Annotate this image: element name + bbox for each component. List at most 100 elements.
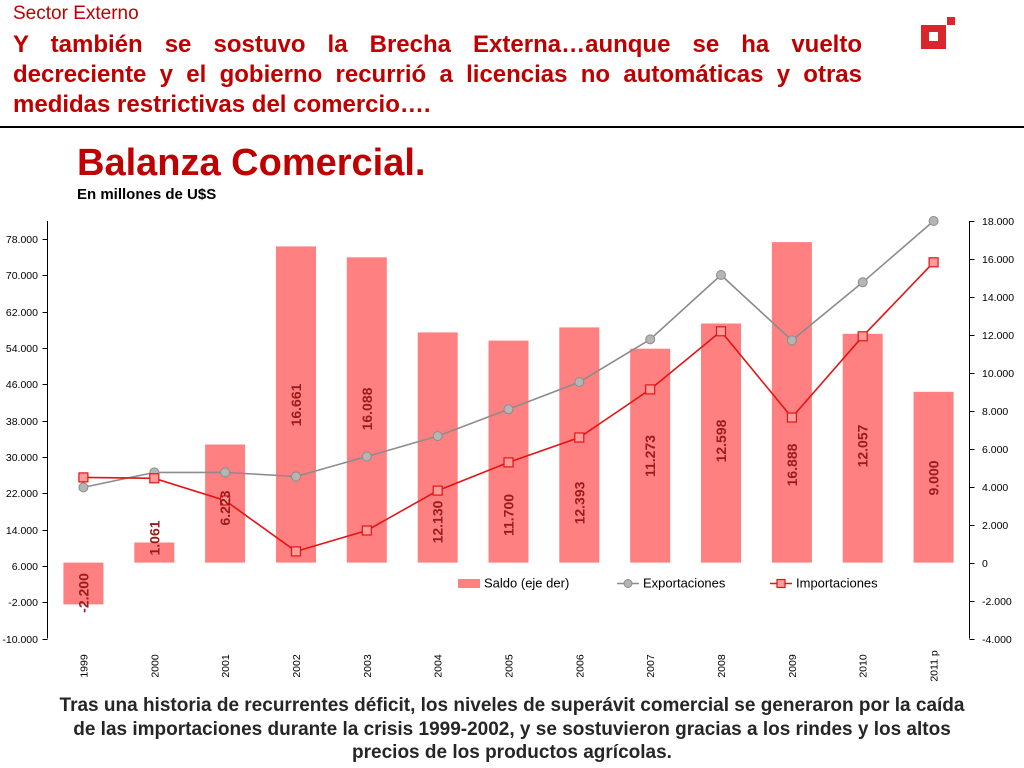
- bar-2007: [630, 348, 671, 563]
- series-line-exportaciones: [83, 220, 935, 489]
- import-point-2006: [574, 432, 585, 443]
- bar-1999: [63, 562, 104, 605]
- left-axis-tick-label: 30.000: [6, 452, 38, 464]
- headline: Y también se sostuvo la Brecha Externa…a…: [13, 30, 862, 120]
- export-point-2002: [291, 471, 301, 482]
- bar-value-label: 16.088: [359, 387, 375, 430]
- left-axis-tick-label: -2.000: [8, 597, 38, 609]
- import-point-2001: [220, 495, 231, 506]
- right-axis-tick-label: 10.000: [982, 368, 1014, 380]
- import-point-1999: [78, 472, 89, 483]
- logo-icon: [921, 17, 955, 49]
- bar-2009: [771, 242, 812, 563]
- import-point-2008: [715, 326, 727, 337]
- export-point-1999: [78, 482, 89, 493]
- import-point-2009: [786, 412, 798, 423]
- category-label: 2006: [574, 654, 586, 678]
- export-point-2004: [432, 431, 443, 442]
- left-axis-tick-label: 54.000: [6, 343, 38, 355]
- category-label: 2003: [362, 654, 374, 678]
- legend-swatch-saldo: [458, 579, 480, 588]
- left-axis-tick-label: 6.000: [12, 561, 38, 573]
- import-point-2010: [857, 331, 868, 342]
- footer-line: precios de los productos agrícolas.: [352, 742, 672, 763]
- left-axis-tick-label: 22.000: [6, 488, 38, 500]
- bar-value-label: 12.393: [571, 481, 587, 524]
- series-line-importaciones: [83, 261, 935, 553]
- section-label: Sector Externo: [13, 3, 139, 24]
- right-axis-tick-label: 18.000: [982, 216, 1014, 228]
- right-axis-tick-label: 12.000: [982, 330, 1014, 342]
- bar-value-label: 12.598: [713, 419, 729, 462]
- legend-label: Exportaciones: [643, 576, 726, 591]
- export-point-2009: [786, 335, 797, 346]
- left-axis-tick-label: 78.000: [6, 234, 38, 246]
- bar-value-label: 9.000: [926, 460, 942, 495]
- category-label: 2004: [433, 654, 445, 678]
- left-axis-tick-label: 14.000: [6, 525, 38, 537]
- bar-2008: [701, 323, 741, 563]
- bar-value-label: 12.130: [430, 500, 446, 543]
- legend-marker-square: [776, 578, 786, 589]
- category-label: 1999: [78, 654, 90, 678]
- footer-text: Tras una historia de recurrentes déficit…: [0, 694, 1024, 765]
- legend-label: Saldo (eje der): [484, 576, 569, 591]
- import-point-2004: [432, 485, 443, 496]
- category-label: 2011 p: [929, 650, 941, 681]
- bar-value-label: 16.661: [288, 383, 304, 426]
- export-point-2001: [220, 467, 231, 478]
- headline-line: decreciente y el gobierno recurrió a lic…: [13, 61, 862, 88]
- bar-value-label: 6.223: [217, 490, 233, 525]
- logo-square-hole: [929, 32, 938, 41]
- import-point-2007: [645, 384, 656, 395]
- bar-2004: [417, 332, 458, 563]
- footer-line: Tras una historia de recurrentes déficit…: [59, 695, 965, 716]
- export-point-2010: [857, 277, 868, 288]
- headline-line: Y también se sostuvo la Brecha Externa…a…: [13, 31, 862, 58]
- bar-2005: [488, 340, 529, 563]
- right-axis-tick-label: 0: [982, 558, 988, 570]
- bar-value-label: 12.057: [855, 424, 871, 467]
- category-label: 2010: [858, 654, 870, 678]
- logo-small-square: [947, 17, 955, 25]
- right-axis-tick-label: 16.000: [982, 254, 1014, 266]
- category-label: 2000: [149, 654, 161, 678]
- footer-line: de las importaciones durante la crisis 1…: [73, 718, 951, 740]
- bar-2011-p: [913, 391, 954, 563]
- category-label: 2001: [220, 654, 232, 678]
- import-point-2002: [290, 546, 302, 557]
- legend-marker-circle: [623, 579, 633, 588]
- right-axis-tick-label: 8.000: [982, 406, 1008, 418]
- export-point-2005: [503, 404, 514, 415]
- bar-2001: [205, 444, 246, 563]
- right-axis-tick-label: 6.000: [982, 444, 1008, 456]
- left-axis-tick-label: 62.000: [6, 307, 38, 319]
- chart-subtitle: En millones de U$S: [77, 186, 217, 203]
- export-point-2006: [574, 377, 585, 388]
- category-label: 2005: [504, 654, 516, 678]
- bar-value-label: 16.888: [784, 443, 800, 486]
- bar-value-label: -2.200: [75, 573, 91, 613]
- left-axis-tick-label: 70.000: [6, 270, 38, 282]
- right-axis-tick-label: -4.000: [982, 634, 1012, 646]
- left-axis-tick-label: 46.000: [6, 379, 38, 391]
- right-axis-tick-label: 2.000: [982, 520, 1008, 532]
- headline-line: medidas restrictivas del comercio….: [13, 91, 431, 118]
- category-label: 2008: [716, 654, 728, 678]
- bar-2000: [134, 542, 175, 563]
- category-label: 2002: [291, 654, 303, 678]
- export-point-2008: [716, 270, 726, 280]
- import-point-2000: [149, 473, 160, 484]
- bar-value-label: 11.273: [642, 435, 658, 477]
- export-point-2003: [361, 451, 372, 462]
- right-axis-tick-label: 14.000: [982, 292, 1014, 304]
- bar-2003: [346, 257, 387, 563]
- bar-2010: [842, 333, 883, 563]
- export-point-2007: [645, 334, 656, 345]
- header-divider: [0, 126, 1024, 128]
- export-point-2000: [149, 467, 160, 478]
- bar-value-label: 1.061: [146, 520, 162, 555]
- right-axis-tick-label: -2.000: [982, 596, 1012, 608]
- left-axis-tick-label: -10.000: [2, 634, 38, 646]
